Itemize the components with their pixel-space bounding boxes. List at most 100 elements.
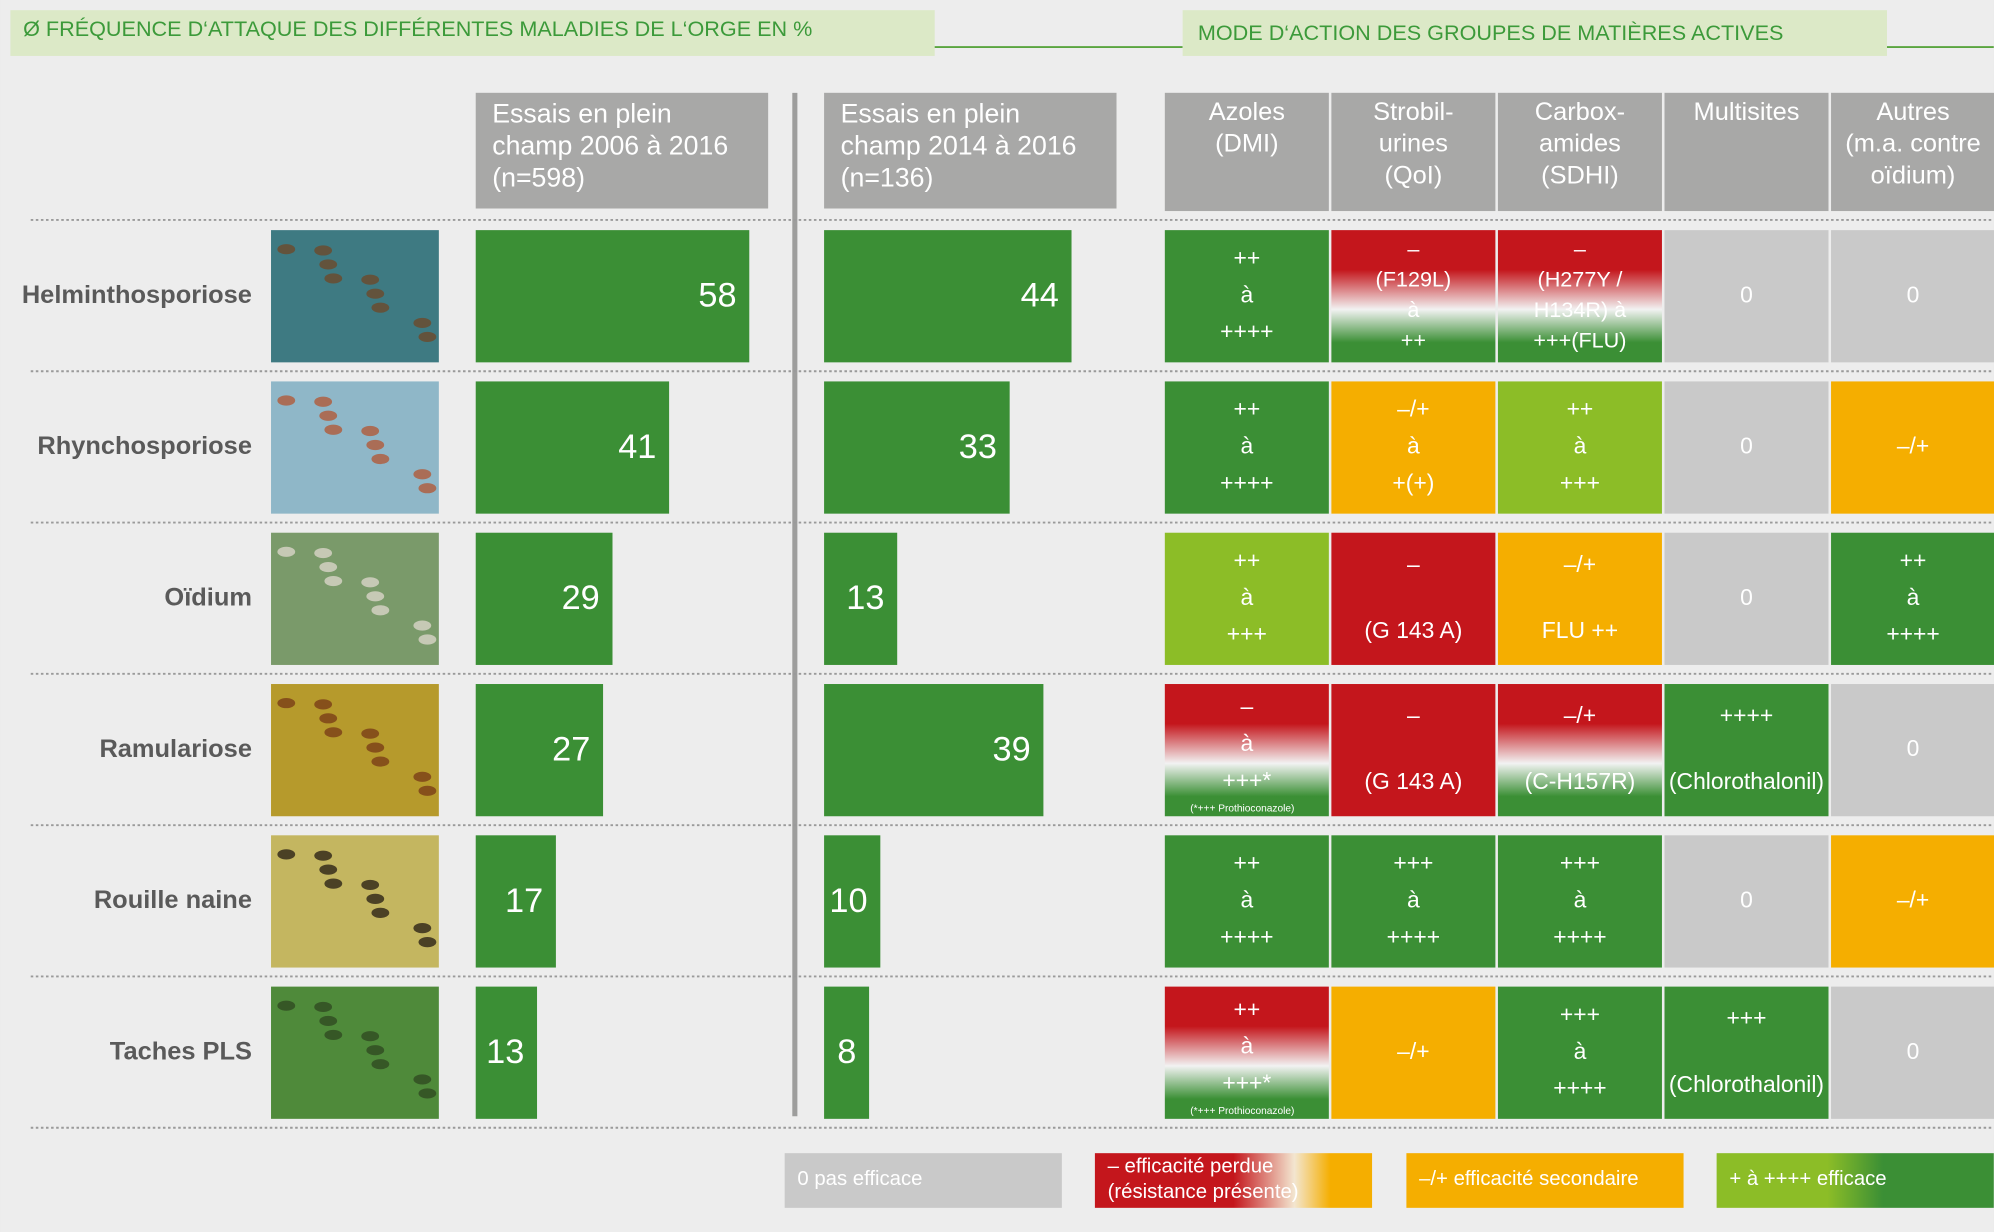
table-header-text: Azoles [1209, 98, 1285, 126]
photo [271, 230, 439, 362]
photo-spot [324, 727, 342, 737]
legend-text: (résistance présente) [1108, 1181, 1299, 1203]
cell-text: (Chlorothalonil) [1669, 768, 1824, 794]
cell-text: – [1407, 551, 1420, 577]
photo-spot [324, 273, 342, 283]
cell-text: 0 [1907, 1038, 1920, 1064]
cell-text: ++ [1233, 396, 1260, 422]
photo-spot [413, 1074, 431, 1084]
photo [271, 533, 439, 665]
cell-text: à [1240, 730, 1253, 756]
value-label: 13 [846, 579, 884, 617]
cell-text: ++++ [1387, 923, 1440, 949]
cell-text: à [1240, 433, 1253, 459]
photo-spot [277, 244, 295, 254]
photo-spot [419, 937, 437, 947]
photo-spot [413, 772, 431, 782]
photo-spot [277, 395, 295, 405]
photo-spot [361, 1031, 379, 1041]
photo-spot [413, 469, 431, 479]
chart-title: Ø FRÉQUENCE D‘ATTAQUE DES DIFFÉRENTES MA… [23, 16, 812, 41]
cell-text: FLU ++ [1542, 617, 1618, 643]
cell-text: ++ [1233, 547, 1260, 573]
cell-text: –/+ [1564, 551, 1596, 577]
photo-spot [319, 411, 337, 421]
photo-spot [319, 1016, 337, 1026]
value-label: 33 [959, 428, 997, 466]
cell-text: à [1240, 584, 1253, 610]
photo-spot [366, 894, 384, 904]
column-title: (n=598) [492, 162, 585, 192]
category-label: Rouille naine [94, 886, 252, 914]
photo-spot [319, 865, 337, 875]
photo-spot [366, 743, 384, 753]
photo-spot [314, 245, 332, 255]
photo-spot [371, 303, 389, 313]
cell-text: +++ [1560, 469, 1600, 495]
cell-text: +++ [1560, 850, 1600, 876]
cell-text: ++ [1233, 850, 1260, 876]
photo-spot [319, 713, 337, 723]
cell-text: 0 [1740, 886, 1753, 912]
column-title: Essais en plein [841, 99, 1021, 129]
photo-spot [366, 591, 384, 601]
cell-text: ++++ [1220, 318, 1273, 344]
cell-text: +++* [1222, 1070, 1271, 1096]
table-header-text: urines [1379, 130, 1448, 158]
cell-text: à [1574, 433, 1587, 459]
cell-text: – [1240, 693, 1253, 719]
cell-text: ++++ [1553, 923, 1606, 949]
column-title: champ 2014 à 2016 [841, 131, 1077, 161]
legend-text: + à ++++ efficace [1729, 1168, 1886, 1190]
category-label: Oïdium [164, 584, 252, 612]
column-title: (n=136) [841, 162, 934, 192]
category-label: Helminthosporiose [22, 281, 252, 309]
cell-text: +(+) [1392, 469, 1434, 495]
legend-text: – efficacité perdue [1108, 1156, 1274, 1178]
cell-text: 0 [1740, 584, 1753, 610]
column-title: Essais en plein [492, 99, 672, 129]
cell-text: +++(FLU) [1533, 328, 1626, 353]
table-title: MODE D‘ACTION DES GROUPES DE MATIÈRES AC… [1198, 20, 1784, 45]
cell-text: –/+ [1564, 702, 1596, 728]
cell-text: ++++ [1220, 469, 1273, 495]
cell-text: à [1907, 584, 1920, 610]
cell-text: +++ [1227, 621, 1267, 647]
value-label: 10 [829, 882, 867, 920]
value-label: 27 [552, 730, 590, 768]
cell-text: (C-H157R) [1525, 768, 1636, 794]
cell-text: ++ [1233, 244, 1260, 270]
cell-text: ++ [1233, 996, 1260, 1022]
photo-spot [419, 1088, 437, 1098]
cell-text: 0 [1740, 281, 1753, 307]
cell-text: (G 143 A) [1364, 768, 1462, 794]
photo-spot [314, 699, 332, 709]
photo-spot [371, 756, 389, 766]
cell-text: 0 [1907, 735, 1920, 761]
page: {"title": "Ø FRÉQUENCE D‘ATTAQUE DES DIF… [0, 0, 1994, 1232]
cell-text: H134R) à [1534, 297, 1627, 322]
table-header-text: (m.a. contre [1845, 130, 1981, 158]
table-header-text: Strobil- [1373, 98, 1453, 126]
cell-text: +++ [1560, 1001, 1600, 1027]
photo-spot [277, 547, 295, 557]
photo-spot [366, 1045, 384, 1055]
photo-spot [419, 483, 437, 493]
photo-spot [366, 440, 384, 450]
cell-text: ++ [1567, 396, 1594, 422]
photo-spot [366, 289, 384, 299]
cell-text: à [1407, 433, 1420, 459]
cell-note: (*+++ Prothioconazole) [1190, 803, 1294, 814]
value-label: 29 [562, 579, 600, 617]
category-label: Rhynchosporiose [37, 432, 252, 460]
photo-spot [277, 1001, 295, 1011]
photo-spot [314, 851, 332, 861]
cell-text: 0 [1907, 281, 1920, 307]
table-header-text: amides [1539, 130, 1621, 158]
cell-text: (H277Y / [1537, 267, 1622, 292]
legend-text: 0 pas efficace [797, 1168, 922, 1190]
cell-text: à [1240, 886, 1253, 912]
cell-text: –/+ [1897, 886, 1929, 912]
cell-text: (F129L) [1376, 267, 1452, 292]
cell-text: – [1574, 236, 1586, 261]
